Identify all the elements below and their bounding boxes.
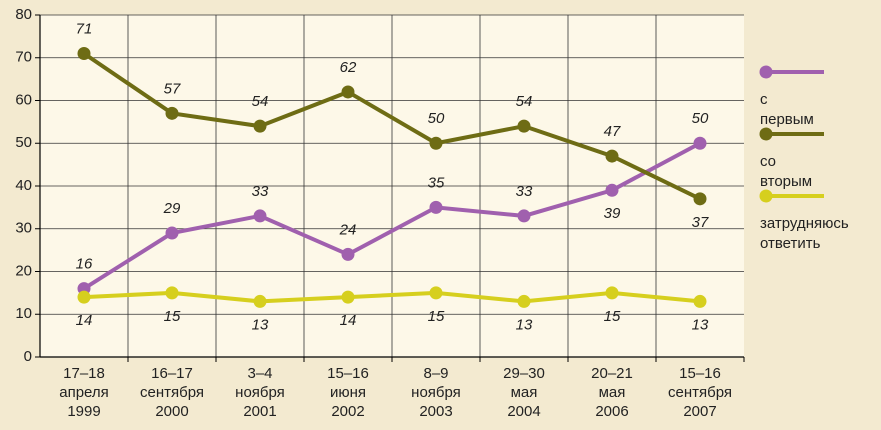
x-tick-label: 15–16 bbox=[679, 365, 721, 382]
x-tick-label: 1999 bbox=[67, 403, 100, 420]
x-tick-label: 8–9 bbox=[423, 365, 448, 382]
series-line bbox=[82, 141, 701, 291]
legend-label: с первым bbox=[760, 91, 814, 128]
data-label: 37 bbox=[692, 214, 709, 231]
x-tick-label: 3–4 bbox=[247, 365, 272, 382]
x-tick-label: 2006 bbox=[595, 403, 628, 420]
x-tick-label: ноября bbox=[411, 384, 461, 401]
data-label: 16 bbox=[76, 256, 93, 273]
point bbox=[429, 136, 443, 150]
legend-label-part: с bbox=[760, 91, 768, 108]
point bbox=[165, 106, 179, 120]
x-tick-label: 20–21 bbox=[591, 365, 633, 382]
x-tick-label: сентября bbox=[668, 384, 732, 401]
point bbox=[341, 85, 355, 99]
x-tick-label: мая bbox=[599, 384, 626, 401]
point bbox=[517, 209, 531, 223]
y-tick-label: 10 bbox=[15, 305, 32, 322]
x-tick-label: 2000 bbox=[155, 403, 188, 420]
point bbox=[429, 286, 443, 300]
y-tick-label: 50 bbox=[15, 134, 32, 151]
x-tick-label: 2003 bbox=[419, 403, 452, 420]
point bbox=[165, 226, 179, 240]
data-label: 50 bbox=[692, 110, 709, 127]
data-label: 15 bbox=[428, 308, 445, 325]
x-tick-label: апреля bbox=[59, 384, 109, 401]
legend-label-part: затрудняюсь bbox=[760, 215, 849, 232]
point bbox=[253, 294, 267, 308]
data-label: 13 bbox=[252, 316, 269, 333]
data-label: 35 bbox=[428, 174, 445, 191]
legend-label-part: вторым bbox=[760, 173, 812, 190]
point bbox=[605, 149, 619, 163]
point bbox=[429, 200, 443, 214]
point bbox=[341, 290, 355, 304]
legend-label-part: первым bbox=[760, 111, 814, 128]
data-label: 15 bbox=[604, 308, 621, 325]
series-line bbox=[82, 51, 701, 201]
y-tick-label: 70 bbox=[15, 49, 32, 66]
point bbox=[517, 294, 531, 308]
legend-label-part: ответить bbox=[760, 235, 821, 252]
point bbox=[77, 46, 91, 60]
data-label: 24 bbox=[339, 221, 357, 238]
x-tick-label: ноября bbox=[235, 384, 285, 401]
data-label: 14 bbox=[76, 312, 93, 329]
x-tick-label: сентября bbox=[140, 384, 204, 401]
data-label: 13 bbox=[692, 316, 709, 333]
data-label: 15 bbox=[164, 308, 181, 325]
legend-marker bbox=[759, 189, 773, 203]
y-tick-label: 20 bbox=[15, 262, 32, 279]
data-label: 57 bbox=[164, 80, 181, 97]
point bbox=[605, 286, 619, 300]
x-tick-label: июня bbox=[330, 384, 366, 401]
y-tick-label: 40 bbox=[15, 177, 32, 194]
legend-label: затрудняюсь ответить bbox=[760, 215, 849, 252]
data-label: 39 bbox=[604, 205, 621, 222]
point bbox=[605, 183, 619, 197]
point bbox=[517, 119, 531, 133]
x-tick-label: 2007 bbox=[683, 403, 716, 420]
point bbox=[693, 136, 707, 150]
data-label: 71 bbox=[76, 20, 93, 37]
x-tick-label: 16–17 bbox=[151, 365, 193, 382]
legend-marker bbox=[759, 127, 773, 141]
y-tick-label: 0 bbox=[24, 348, 32, 365]
data-label: 13 bbox=[516, 316, 533, 333]
x-tick-label: 15–16 bbox=[327, 365, 369, 382]
y-tick-label: 80 bbox=[15, 6, 32, 23]
data-label: 29 bbox=[163, 200, 181, 217]
data-label: 33 bbox=[252, 183, 269, 200]
data-label: 14 bbox=[340, 312, 357, 329]
x-tick-label: мая bbox=[511, 384, 538, 401]
legend-label-part: со bbox=[760, 153, 776, 170]
y-tick-label: 60 bbox=[15, 91, 32, 108]
x-tick-label: 2001 bbox=[243, 403, 276, 420]
x-tick-label: 2004 bbox=[507, 403, 540, 420]
series-line bbox=[83, 290, 701, 304]
legend-label: со вторым bbox=[760, 153, 812, 190]
x-tick-label: 17–18 bbox=[63, 365, 105, 382]
point bbox=[165, 286, 179, 300]
point bbox=[253, 209, 267, 223]
legend-marker bbox=[759, 65, 773, 79]
data-label: 50 bbox=[428, 110, 445, 127]
point bbox=[693, 294, 707, 308]
data-label: 54 bbox=[252, 93, 269, 110]
point bbox=[693, 192, 707, 206]
point bbox=[77, 290, 91, 304]
point bbox=[253, 119, 267, 133]
data-label: 62 bbox=[340, 59, 357, 76]
x-tick-label: 29–30 bbox=[503, 365, 545, 382]
y-tick-label: 30 bbox=[15, 220, 32, 237]
point bbox=[341, 247, 355, 261]
data-label: 33 bbox=[516, 183, 533, 200]
x-tick-label: 2002 bbox=[331, 403, 364, 420]
data-label: 54 bbox=[516, 93, 533, 110]
data-label: 47 bbox=[604, 123, 621, 140]
